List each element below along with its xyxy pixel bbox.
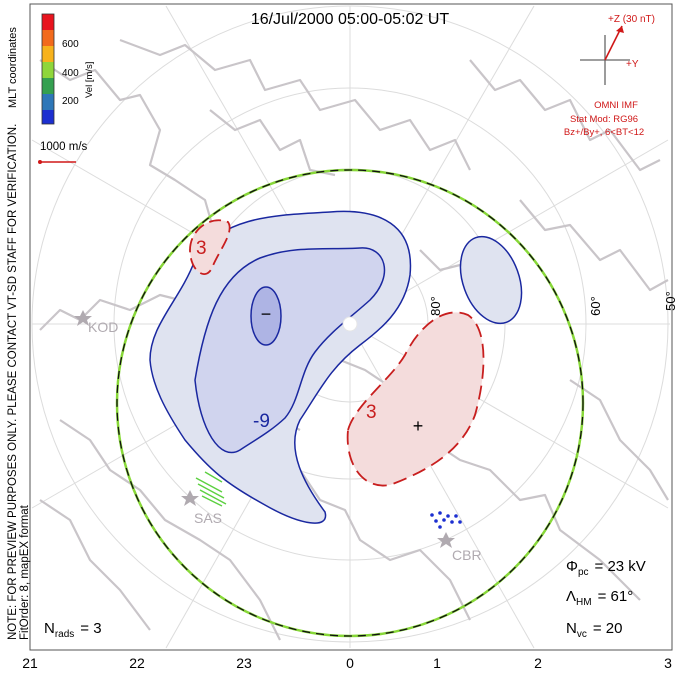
preview-note: NOTE: FOR PREVIEW PURPOSES ONLY. PLEASE … [7, 124, 19, 640]
colorbar-label: Vel [m/s] [84, 62, 95, 98]
fit-order-note: FitOrder: 8, mapEX format [19, 504, 31, 640]
mlt-tick-2: 2 [534, 655, 542, 671]
contour-label-positive-right: 3 [366, 402, 377, 423]
stat-phi: Φpc = 23 kV [566, 558, 646, 578]
imf-source: OMNI IMF [594, 100, 638, 111]
negative-core [250, 286, 282, 346]
station-kod-marker [74, 310, 92, 326]
station-sas-label: SAS [194, 510, 222, 526]
station-cbr-label: CBR [452, 547, 482, 563]
positive-cell-small [189, 219, 231, 275]
lat-label-60: 60° [588, 296, 603, 316]
stat-nvc: Nvc = 20 [566, 620, 622, 640]
coords-label: MLT coordinates [7, 27, 19, 108]
maximum-marker: + [413, 416, 424, 436]
negative-small-cell [459, 235, 523, 325]
contour-label-negative: -9 [253, 411, 270, 432]
radar-stations [74, 310, 455, 548]
imf-model: Stat Mod: RG96 [570, 114, 638, 125]
pole-marker [342, 316, 358, 332]
station-kod-label: KOD [88, 319, 118, 335]
contour-label-positive-left: 3 [196, 238, 207, 259]
negative-contour-inner [194, 247, 386, 454]
mlt-tick-1: 1 [433, 655, 441, 671]
imf-bins: Bz+/By+, 6<BT<12 [564, 127, 644, 138]
mlt-axis: 21 22 23 0 1 2 3 [22, 655, 672, 671]
mlt-tick-22: 22 [129, 655, 145, 671]
mlt-tick-23: 23 [236, 655, 252, 671]
imf-y-label: +Y [626, 59, 639, 70]
colorbar-tick-200: 200 [62, 96, 79, 107]
velocity-colorbar [41, 13, 55, 125]
station-sas-marker [181, 490, 199, 506]
colorbar-tick-600: 600 [62, 39, 79, 50]
imf-arrowhead [616, 26, 624, 33]
map-title: 16/Jul/2000 05:00-05:02 UT [251, 11, 450, 28]
imf-dial [580, 25, 630, 85]
scale-label: 1000 m/s [40, 141, 88, 153]
stat-lambda: ΛHM = 61° [566, 588, 633, 608]
lat-label-50: 50° [663, 291, 678, 311]
sas-vectors [195, 471, 227, 507]
mlt-tick-0: 0 [346, 655, 354, 671]
plot-frame [29, 3, 673, 651]
hm-boundary-dashed [116, 169, 584, 637]
colorbar-tick-400: 400 [62, 68, 79, 79]
cbr-vectors [430, 511, 462, 529]
minimum-marker: − [261, 304, 272, 324]
imf-z-label: +Z (30 nT) [608, 14, 655, 25]
mlt-tick-21: 21 [22, 655, 38, 671]
lat-label-80: 80° [428, 296, 443, 316]
mlt-tick-3: 3 [664, 655, 672, 671]
stat-nrads: Nrads = 3 [44, 620, 102, 640]
positive-potential-cell [346, 311, 485, 487]
scale-vector-dot [38, 160, 42, 164]
station-cbr-marker [437, 532, 455, 548]
